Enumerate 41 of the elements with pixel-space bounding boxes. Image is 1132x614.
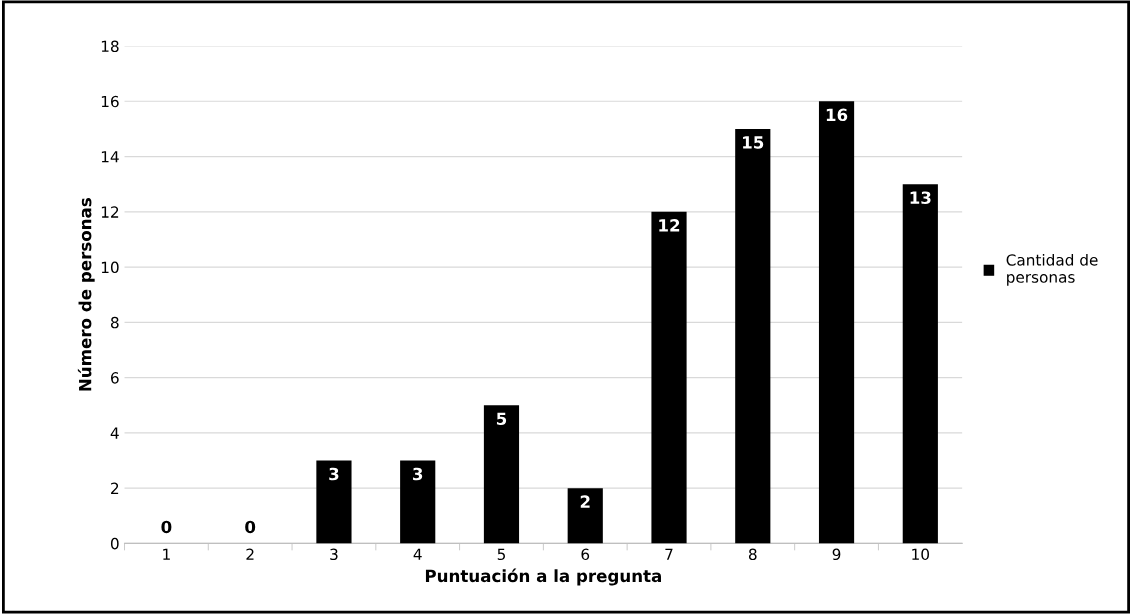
data-label: 2 xyxy=(580,495,590,508)
data-label: 5 xyxy=(496,412,507,426)
x-tick-label: 10 xyxy=(912,548,930,561)
x-tick-label: 1 xyxy=(163,548,170,560)
y-tick-label: 16 xyxy=(101,95,119,108)
y-axis-title: Número de personas xyxy=(77,198,95,391)
x-tick-label: 2 xyxy=(246,548,254,560)
bar xyxy=(735,128,771,544)
bar xyxy=(316,460,352,544)
bar xyxy=(567,488,603,544)
x-tick-label: 8 xyxy=(748,548,757,561)
y-tick-label: 18 xyxy=(101,40,119,53)
x-axis-title: Puntuación a la pregunta xyxy=(425,568,661,586)
x-tick-label: 4 xyxy=(413,548,422,560)
bar xyxy=(400,460,436,544)
data-label: 0 xyxy=(161,520,172,534)
data-label: 15 xyxy=(743,136,764,149)
bar xyxy=(483,405,520,544)
data-label: 0 xyxy=(245,520,256,534)
y-tick-label: 8 xyxy=(110,316,119,329)
x-tick-label: 3 xyxy=(330,548,338,561)
data-label: 3 xyxy=(413,467,423,481)
bar xyxy=(818,101,855,544)
x-tick-label: 7 xyxy=(665,548,673,560)
bar xyxy=(651,211,687,544)
legend-label: Cantidad de personas xyxy=(1006,253,1098,286)
y-tick-label: 6 xyxy=(111,372,119,384)
y-tick-label: 0 xyxy=(110,537,119,550)
x-tick-label: 5 xyxy=(497,548,505,561)
y-tick-label: 4 xyxy=(110,427,119,439)
data-label: 3 xyxy=(329,467,339,481)
y-tick-label: 2 xyxy=(111,482,119,494)
bar xyxy=(902,184,938,544)
data-label: 12 xyxy=(659,219,680,232)
y-tick-label: 10 xyxy=(101,261,119,274)
data-label: 13 xyxy=(910,191,931,205)
x-tick-label: 9 xyxy=(832,548,841,561)
data-label: 16 xyxy=(826,108,848,122)
y-tick-label: 14 xyxy=(101,151,119,163)
y-tick-label: 12 xyxy=(101,206,119,218)
x-tick-label: 6 xyxy=(581,548,590,561)
